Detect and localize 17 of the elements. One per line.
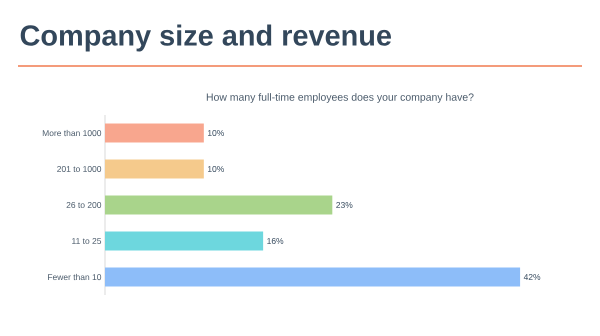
chart-title: Company size and revenue: [20, 24, 392, 52]
bar: [105, 268, 520, 286]
y-tick-label: Fewer than 10: [48, 274, 102, 280]
y-tick-label: 201 to 1000: [57, 166, 102, 172]
bar: [105, 232, 264, 250]
y-tick-label: 11 to 25: [72, 238, 102, 244]
data-label: 10%: [208, 166, 224, 172]
bar: [105, 160, 204, 178]
bar: [105, 196, 332, 214]
chart-subtitle: How many full-time employees does your company have?: [206, 93, 474, 103]
data-label: 42%: [524, 274, 540, 280]
y-tick-label: 26 to 200: [66, 202, 102, 208]
bar: [105, 124, 204, 143]
data-label: 23%: [336, 202, 352, 208]
data-label: 10%: [208, 130, 224, 136]
y-tick-label: More than 1000: [42, 130, 102, 136]
data-label: 16%: [267, 238, 284, 244]
